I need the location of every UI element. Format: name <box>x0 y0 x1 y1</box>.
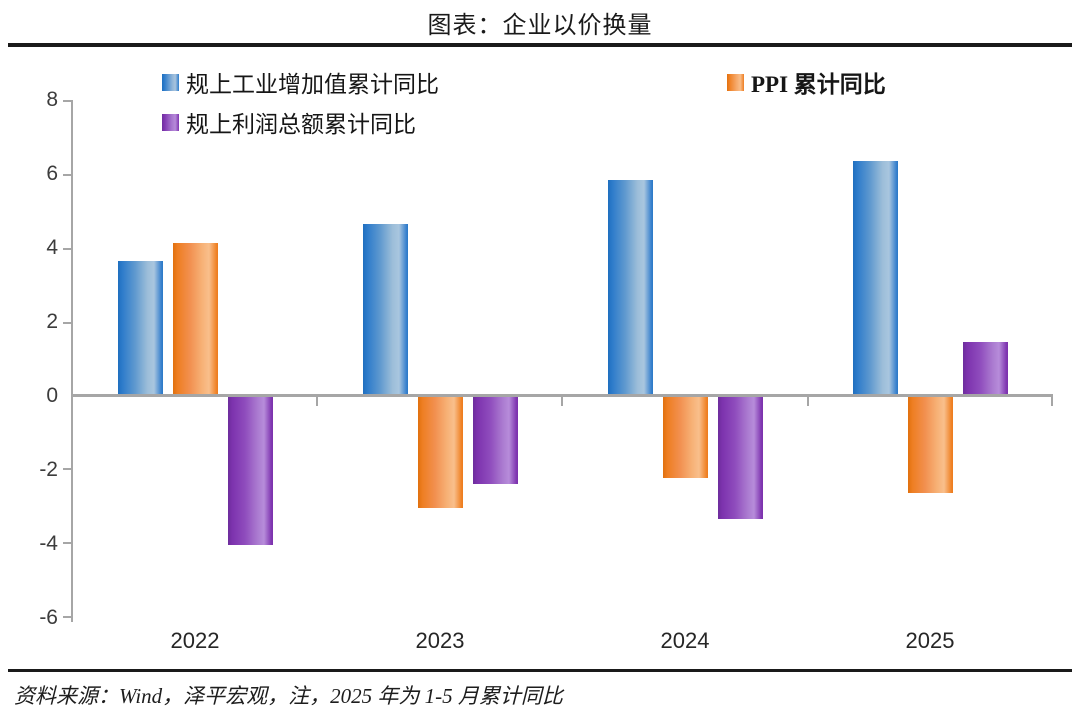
y-axis-tick <box>63 616 71 618</box>
y-tick-label: 6 <box>46 162 58 185</box>
y-tick-label: 0 <box>46 384 58 407</box>
x-tick-label-2024: 2024 <box>660 628 710 653</box>
square-swatch-blue-icon <box>162 73 179 91</box>
bar-2023-industrial-value-added[interactable] <box>363 224 408 394</box>
legend-item-industrial-value-added[interactable]: 规上工业增加值累计同比 <box>162 65 439 99</box>
y-tick-label: 8 <box>46 88 58 111</box>
y-axis-tick <box>63 468 71 470</box>
legend-row-2: 规上利润总额累计同比 <box>162 102 922 142</box>
y-tick-label: -6 <box>39 606 58 629</box>
y-tick-label: 2 <box>46 310 58 333</box>
y-axis-tick <box>63 100 71 102</box>
footer-divider <box>8 669 1072 672</box>
y-axis-tick <box>63 174 71 176</box>
x-tick-label-2025: 2025 <box>905 628 955 653</box>
bar-2023-ppi[interactable] <box>418 397 463 508</box>
x-axis-labels: 2022 2023 2024 2025 <box>71 628 1053 658</box>
source-note: 资料来源：Wind，泽平宏观，注，2025 年为 1-5 月累计同比 <box>14 684 563 708</box>
page-title: 图表：企业以价换量 <box>427 12 653 39</box>
bar-2025-total-profit[interactable] <box>963 342 1008 394</box>
plot-area <box>63 100 1053 622</box>
y-axis-labels: 8 6 4 2 0 -2 -4 -6 <box>0 88 58 629</box>
square-swatch-orange-icon <box>727 73 744 91</box>
legend-item-total-profit[interactable]: 规上利润总额累计同比 <box>162 105 416 139</box>
y-tick-label: -4 <box>39 532 58 555</box>
bar-2025-industrial-value-added[interactable] <box>853 161 898 394</box>
x-tick-label-2022: 2022 <box>170 628 220 653</box>
legend-item-ppi[interactable]: PPI 累计同比 <box>727 65 886 99</box>
legend-label-total-profit: 规上利润总额累计同比 <box>186 112 416 137</box>
zero-baseline <box>71 394 1053 397</box>
legend-label-industrial-value-added: 规上工业增加值累计同比 <box>186 72 439 97</box>
title-divider <box>8 43 1072 47</box>
bar-2024-ppi[interactable] <box>663 397 708 478</box>
x-axis-tick <box>316 397 318 406</box>
legend-row-1: 规上工业增加值累计同比 PPI 累计同比 <box>162 62 922 102</box>
x-axis-tick <box>1051 397 1053 406</box>
bar-2024-industrial-value-added[interactable] <box>608 180 653 394</box>
bar-2022-industrial-value-added[interactable] <box>118 261 163 394</box>
y-axis-tick <box>63 322 71 324</box>
y-axis-tick <box>63 542 71 544</box>
y-tick-label: 4 <box>46 236 58 259</box>
chart-legend: 规上工业增加值累计同比 PPI 累计同比 规上利润总额累计同比 <box>162 62 922 142</box>
bar-2022-total-profit[interactable] <box>228 397 273 545</box>
chart-title-band: 图表：企业以价换量 <box>0 0 1080 44</box>
y-tick-label: -2 <box>39 458 58 481</box>
y-axis-spine <box>71 100 73 622</box>
x-tick-label-2023: 2023 <box>415 628 465 653</box>
legend-label-ppi: PPI 累计同比 <box>751 72 886 97</box>
y-axis-tick <box>63 248 71 250</box>
square-swatch-purple-icon <box>162 113 179 131</box>
bar-2025-ppi[interactable] <box>908 397 953 493</box>
bar-2024-total-profit[interactable] <box>718 397 763 519</box>
x-axis-tick <box>561 397 563 406</box>
bar-2023-total-profit[interactable] <box>473 397 518 484</box>
x-axis-tick <box>807 397 809 406</box>
bar-2022-ppi[interactable] <box>173 243 218 394</box>
